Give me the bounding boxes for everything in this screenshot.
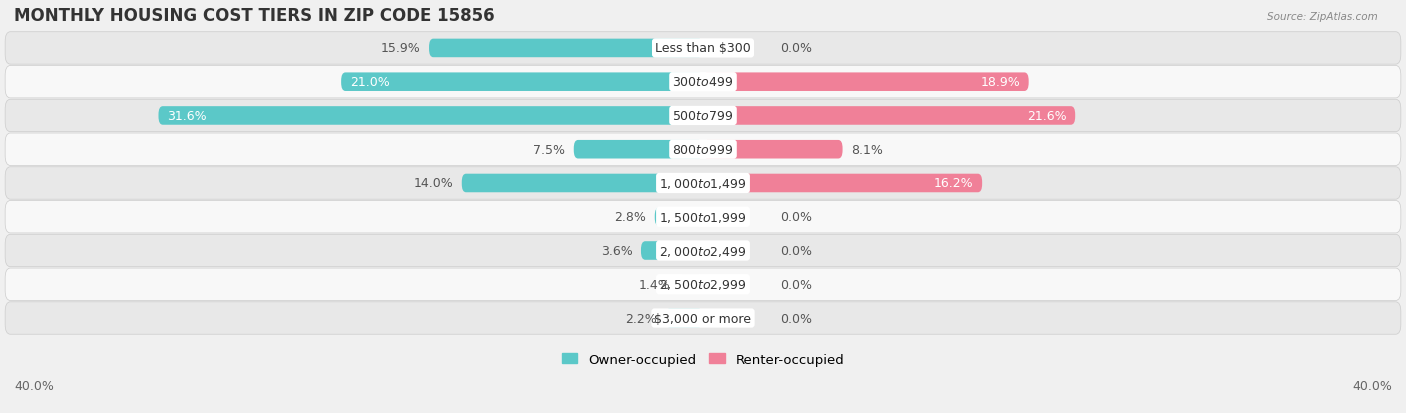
FancyBboxPatch shape [703,140,842,159]
FancyBboxPatch shape [429,40,703,58]
Text: 21.6%: 21.6% [1026,110,1067,123]
FancyBboxPatch shape [641,242,703,260]
Text: 2.2%: 2.2% [624,312,657,325]
Text: 31.6%: 31.6% [167,110,207,123]
Text: Less than $300: Less than $300 [655,43,751,55]
FancyBboxPatch shape [679,275,703,294]
Text: 0.0%: 0.0% [780,244,813,257]
Text: 3.6%: 3.6% [600,244,633,257]
FancyBboxPatch shape [6,235,1400,267]
Text: $500 to $799: $500 to $799 [672,110,734,123]
FancyBboxPatch shape [159,107,703,126]
FancyBboxPatch shape [6,201,1400,233]
FancyBboxPatch shape [574,140,703,159]
Text: 15.9%: 15.9% [381,43,420,55]
Text: 2.8%: 2.8% [614,211,647,224]
Text: MONTHLY HOUSING COST TIERS IN ZIP CODE 15856: MONTHLY HOUSING COST TIERS IN ZIP CODE 1… [14,7,495,25]
Text: 0.0%: 0.0% [780,278,813,291]
FancyBboxPatch shape [6,167,1400,200]
Text: $1,500 to $1,999: $1,500 to $1,999 [659,210,747,224]
Text: 16.2%: 16.2% [934,177,973,190]
Text: 40.0%: 40.0% [1353,380,1392,392]
Text: 7.5%: 7.5% [533,143,565,157]
FancyBboxPatch shape [6,134,1400,166]
FancyBboxPatch shape [703,174,983,193]
FancyBboxPatch shape [6,100,1400,132]
FancyBboxPatch shape [6,302,1400,335]
FancyBboxPatch shape [342,73,703,92]
Text: $2,000 to $2,499: $2,000 to $2,499 [659,244,747,258]
Text: 8.1%: 8.1% [851,143,883,157]
Text: $800 to $999: $800 to $999 [672,143,734,157]
FancyBboxPatch shape [6,268,1400,301]
FancyBboxPatch shape [655,208,703,226]
FancyBboxPatch shape [6,66,1400,99]
FancyBboxPatch shape [461,174,703,193]
Text: $3,000 or more: $3,000 or more [655,312,751,325]
Text: $300 to $499: $300 to $499 [672,76,734,89]
Text: 14.0%: 14.0% [413,177,453,190]
Text: $1,000 to $1,499: $1,000 to $1,499 [659,176,747,190]
Text: $2,500 to $2,999: $2,500 to $2,999 [659,278,747,292]
Text: 1.4%: 1.4% [638,278,671,291]
Text: 0.0%: 0.0% [780,312,813,325]
Text: 21.0%: 21.0% [350,76,389,89]
Text: Source: ZipAtlas.com: Source: ZipAtlas.com [1267,12,1378,22]
FancyBboxPatch shape [6,33,1400,65]
Text: 40.0%: 40.0% [14,380,53,392]
Text: 0.0%: 0.0% [780,43,813,55]
Legend: Owner-occupied, Renter-occupied: Owner-occupied, Renter-occupied [557,347,849,371]
Text: 0.0%: 0.0% [780,211,813,224]
FancyBboxPatch shape [665,309,703,328]
Text: 18.9%: 18.9% [980,76,1019,89]
FancyBboxPatch shape [703,107,1076,126]
FancyBboxPatch shape [703,73,1029,92]
